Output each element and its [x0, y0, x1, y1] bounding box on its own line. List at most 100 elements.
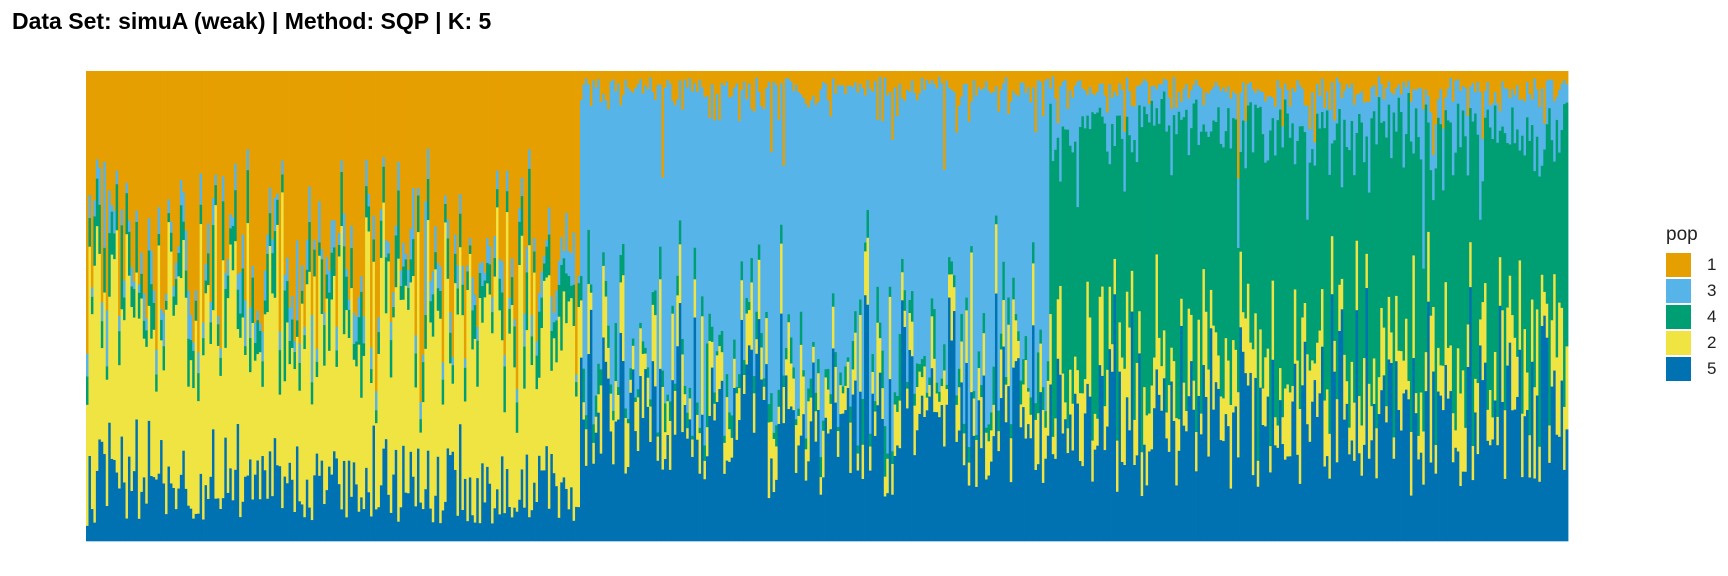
bar-170-pop-4: [505, 190, 509, 213]
bar-416-pop-4: [1113, 145, 1117, 259]
bar-467-pop-3: [1239, 92, 1243, 152]
bar-414-pop-5: [1108, 348, 1112, 542]
bar-560-pop-3: [1469, 86, 1473, 109]
bar-563-pop-3: [1476, 81, 1480, 135]
bar-369-pop-2: [997, 430, 1001, 452]
bar-440-pop-5: [1172, 420, 1176, 542]
bar-221-pop-5: [631, 369, 635, 542]
bar-364-pop-5: [985, 479, 988, 542]
bar-580-pop-2: [1518, 260, 1522, 350]
bar-407-pop-1: [1091, 71, 1095, 94]
bar-129-pop-3: [404, 253, 408, 260]
bar-320-pop-3: [876, 119, 880, 287]
bar-457-pop-4: [1214, 121, 1218, 333]
bar-289-pop-4: [799, 311, 803, 345]
bar-291-pop-5: [804, 480, 808, 542]
bar-366-pop-4: [990, 412, 993, 431]
bar-255-pop-2: [715, 355, 719, 403]
bar-481-pop-4: [1274, 155, 1277, 418]
bar-164-pop-1: [491, 71, 494, 298]
bar-572-pop-1: [1498, 71, 1502, 112]
bar-509-pop-5: [1343, 419, 1347, 542]
bar-423-pop-2: [1130, 270, 1134, 312]
bar-112-pop-5: [362, 508, 366, 542]
bar-280-pop-3: [777, 119, 781, 390]
bar-164-pop-5: [491, 523, 494, 542]
legend-label-5: 5: [1707, 359, 1717, 378]
bar-66-pop-1: [249, 71, 252, 308]
bar-285-pop-5: [789, 406, 793, 542]
bar-290-pop-2: [802, 376, 806, 415]
bar-296-pop-3: [817, 101, 820, 360]
bar-246-pop-1: [693, 71, 697, 84]
bar-449-pop-3: [1195, 79, 1198, 100]
bar-463-pop-2: [1229, 404, 1233, 489]
bar-83-pop-5: [291, 479, 294, 542]
bar-584-pop-1: [1528, 71, 1532, 95]
bar-233-pop-1: [661, 71, 665, 178]
bar-302-pop-4: [831, 293, 835, 307]
bar-336-pop-4: [915, 363, 919, 388]
bar-118-pop-1: [377, 71, 381, 318]
bar-421-pop-4: [1125, 116, 1129, 292]
bar-113-pop-3: [365, 159, 368, 187]
bar-275-pop-4: [765, 311, 769, 319]
bar-186-pop-5: [545, 445, 549, 542]
bar-539-pop-5: [1417, 459, 1421, 542]
bar-221-pop-2: [631, 345, 635, 370]
bar-33-pop-2: [167, 221, 171, 467]
bar-479-pop-5: [1269, 472, 1272, 542]
bar-573-pop-5: [1501, 401, 1505, 542]
bar-413-pop-2: [1106, 369, 1109, 427]
bar-342-pop-2: [930, 316, 934, 369]
bar-399-pop-3: [1071, 97, 1075, 153]
bar-551-pop-5: [1446, 398, 1450, 542]
bar-329-pop-1: [898, 71, 902, 84]
bar-273-pop-4: [760, 332, 764, 348]
bar-127-pop-5: [399, 507, 403, 542]
bar-394-pop-1: [1059, 71, 1063, 87]
bar-151-pop-5: [458, 423, 462, 542]
bar-104-pop-1: [342, 71, 346, 214]
bar-415-pop-1: [1111, 71, 1114, 98]
bar-392-pop-4: [1054, 149, 1058, 419]
bar-269-pop-1: [750, 71, 754, 110]
bar-429-pop-3: [1145, 81, 1149, 115]
bar-548-pop-5: [1439, 395, 1443, 542]
bar-297-pop-1: [819, 71, 823, 90]
bar-24-pop-3: [145, 318, 149, 331]
bar-597-pop-3: [1560, 83, 1564, 130]
bar-361-pop-1: [977, 71, 981, 88]
bar-369-pop-1: [997, 71, 1001, 112]
bar-293-pop-2: [809, 397, 813, 422]
bar-421-pop-1: [1125, 71, 1129, 78]
bar-249-pop-1: [701, 71, 704, 88]
bar-408-pop-3: [1093, 94, 1097, 115]
bar-353-pop-5: [957, 430, 961, 542]
bar-226-pop-1: [644, 71, 648, 86]
bar-345-pop-2: [938, 401, 942, 418]
bar-9-pop-4: [108, 232, 112, 297]
bar-557-pop-1: [1461, 71, 1465, 87]
bar-318-pop-2: [871, 371, 875, 394]
bar-325-pop-3: [888, 91, 892, 287]
bar-498-pop-4: [1316, 113, 1319, 343]
bar-90-pop-5: [308, 507, 312, 542]
bar-98-pop-2: [328, 350, 331, 467]
bar-148-pop-5: [451, 451, 455, 542]
bar-313-pop-4: [859, 299, 862, 316]
bar-160-pop-5: [481, 463, 485, 542]
bar-126-pop-2: [397, 258, 401, 522]
bar-487-pop-5: [1288, 456, 1292, 542]
bar-273-pop-1: [760, 71, 764, 107]
bar-354-pop-2: [960, 341, 964, 383]
bar-425-pop-1: [1135, 71, 1139, 87]
bar-585-pop-5: [1530, 361, 1534, 542]
bar-338-pop-1: [920, 71, 924, 78]
bar-265-pop-1: [740, 71, 744, 91]
bar-435-pop-5: [1160, 410, 1164, 542]
bar-443-pop-3: [1180, 101, 1184, 120]
bar-373-pop-1: [1007, 71, 1011, 114]
bar-497-pop-4: [1313, 165, 1317, 364]
bar-32-pop-5: [165, 513, 168, 542]
